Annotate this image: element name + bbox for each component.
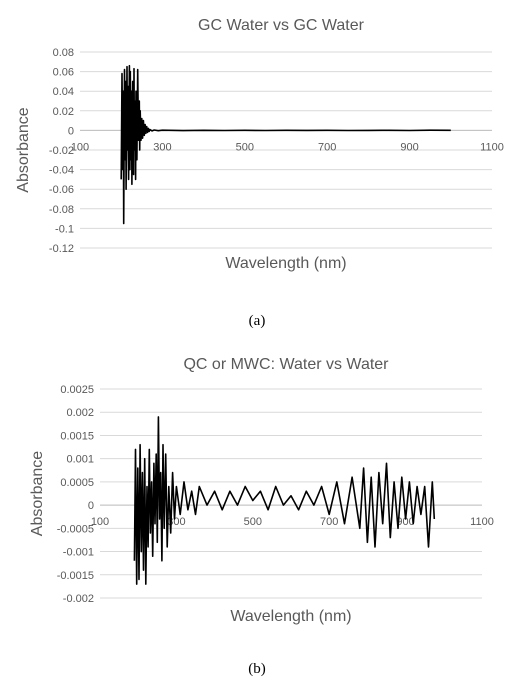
chart-2-y-axis-title: Absorbance	[29, 451, 46, 536]
chart-2-y-tick-label: -0.0015	[57, 570, 94, 582]
chart-1-y-tick-label: -0.08	[49, 204, 74, 216]
chart-1-x-tick-label: 700	[318, 141, 336, 153]
chart-1-caption: (a)	[249, 313, 266, 329]
chart-2-y-tick-label: 0.002	[66, 407, 94, 419]
chart-1-y-tick-label: -0.02	[49, 145, 74, 157]
chart-2-y-tick-label: 0.0025	[60, 384, 94, 396]
chart-2-x-tick-label: 100	[91, 516, 109, 528]
chart-2-y-tick-label: 0	[88, 500, 94, 512]
chart-1-y-tick-label: 0.08	[53, 47, 74, 59]
chart-1-x-tick-label: 300	[153, 141, 171, 153]
chart-2-series-line	[133, 416, 436, 585]
chart-2-y-tick-label: 0.001	[66, 454, 94, 466]
chart-1-y-tick-label: 0.06	[53, 67, 74, 79]
chart-1-x-tick-label: 1100	[480, 141, 504, 153]
chart-1-title: GC Water vs GC Water	[198, 17, 365, 34]
chart-2-caption: (b)	[248, 661, 266, 677]
chart-2-y-tick-label: -0.0005	[57, 523, 94, 535]
chart-1-y-tick-label: 0.04	[53, 86, 74, 98]
chart-1-x-axis-title: Wavelength (nm)	[225, 255, 346, 272]
chart-1-y-axis-title: Absorbance	[15, 107, 32, 192]
chart-1-y-tick-label: -0.04	[49, 165, 74, 177]
chart-2-y-tick-label: -0.001	[63, 547, 94, 559]
chart-2-x-axis-title: Wavelength (nm)	[230, 608, 351, 625]
chart-2-y-tick-label: 0.0005	[60, 477, 94, 489]
chart-1-y-tick-label: -0.12	[49, 243, 74, 255]
chart-2-x-tick-label: 900	[396, 516, 414, 528]
chart-1-y-tick-label: -0.06	[49, 184, 74, 196]
chart-1-y-tick-label: 0.02	[53, 106, 74, 118]
chart-1-x-tick-label: 100	[71, 141, 89, 153]
chart-2-x-tick-label: 1100	[470, 516, 494, 528]
chart-2-x-tick-label: 700	[320, 516, 338, 528]
chart-2-y-tick-label: -0.002	[63, 593, 94, 605]
chart-1-y-tick-label: 0	[68, 125, 74, 137]
chart-2-y-tick-label: 0.0015	[60, 430, 94, 442]
chart-1-series-line	[120, 64, 451, 225]
chart-1-x-tick-label: 500	[236, 141, 254, 153]
chart-1-y-tick-label: -0.1	[55, 223, 74, 235]
chart-1-x-tick-label: 900	[400, 141, 418, 153]
chart-2-x-tick-label: 500	[244, 516, 262, 528]
chart-2-title: QC or MWC: Water vs Water	[183, 356, 389, 373]
